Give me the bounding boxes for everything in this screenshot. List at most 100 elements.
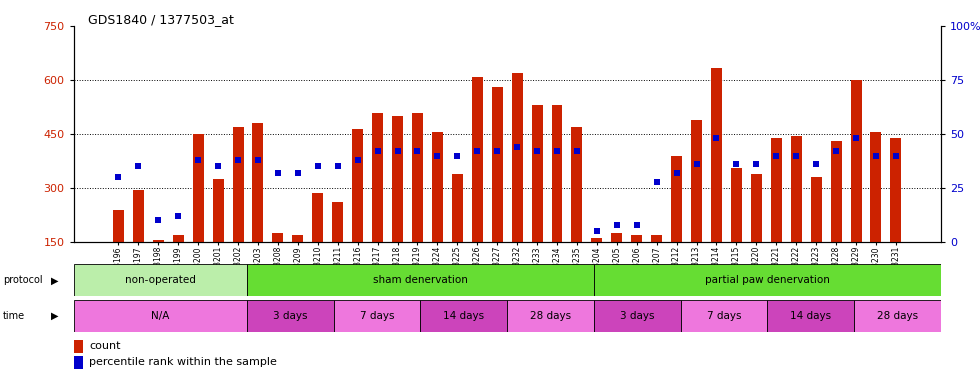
Text: time: time xyxy=(3,311,25,321)
Bar xyxy=(691,120,702,242)
Text: 14 days: 14 days xyxy=(443,311,484,321)
Point xyxy=(808,161,824,167)
Text: ▶: ▶ xyxy=(51,275,59,285)
Point xyxy=(848,135,863,141)
Bar xyxy=(671,156,682,242)
Bar xyxy=(771,138,782,242)
Text: ▶: ▶ xyxy=(51,311,59,321)
Point xyxy=(211,164,226,170)
Text: partial paw denervation: partial paw denervation xyxy=(705,275,830,285)
Bar xyxy=(651,235,662,242)
Bar xyxy=(74,264,247,296)
Point xyxy=(350,157,366,163)
Text: N/A: N/A xyxy=(151,311,170,321)
Point xyxy=(270,170,286,176)
Bar xyxy=(594,264,941,296)
Bar xyxy=(851,80,861,242)
Bar xyxy=(420,300,508,332)
Text: protocol: protocol xyxy=(3,275,42,285)
Point xyxy=(489,148,505,154)
Point xyxy=(410,148,425,154)
Bar xyxy=(332,202,343,242)
Point xyxy=(130,164,146,170)
Bar xyxy=(232,127,243,242)
Bar xyxy=(247,300,333,332)
Bar xyxy=(711,68,722,242)
Bar xyxy=(612,233,622,242)
Text: 28 days: 28 days xyxy=(530,311,571,321)
Point xyxy=(569,148,585,154)
Point xyxy=(429,153,445,159)
Bar xyxy=(810,177,821,242)
Point xyxy=(668,170,684,176)
Bar xyxy=(352,129,364,242)
Bar xyxy=(508,300,594,332)
Text: 28 days: 28 days xyxy=(877,311,918,321)
Point xyxy=(250,157,266,163)
Point xyxy=(151,217,167,223)
Point xyxy=(828,148,844,154)
Bar xyxy=(272,233,283,242)
Point xyxy=(749,161,764,167)
Bar xyxy=(193,134,204,242)
Text: 14 days: 14 days xyxy=(790,311,831,321)
Point xyxy=(589,228,605,234)
Point xyxy=(768,153,784,159)
Text: 3 days: 3 days xyxy=(620,311,655,321)
Point xyxy=(230,157,246,163)
Text: percentile rank within the sample: percentile rank within the sample xyxy=(89,357,277,368)
Text: non-operated: non-operated xyxy=(124,275,196,285)
Point xyxy=(510,144,525,150)
Bar xyxy=(292,235,303,242)
Bar xyxy=(571,127,582,242)
Bar xyxy=(253,123,264,242)
Bar xyxy=(552,105,563,242)
Point xyxy=(450,153,465,159)
Bar xyxy=(247,264,594,296)
Bar xyxy=(333,300,420,332)
Point xyxy=(390,148,406,154)
Point xyxy=(549,148,564,154)
Point xyxy=(469,148,485,154)
Bar xyxy=(594,300,680,332)
Bar xyxy=(392,116,403,242)
Bar xyxy=(313,194,323,242)
Point xyxy=(190,157,206,163)
Bar xyxy=(471,76,483,242)
Point xyxy=(111,174,126,180)
Bar xyxy=(432,132,443,242)
Bar xyxy=(855,300,941,332)
Bar xyxy=(891,138,902,242)
Bar xyxy=(133,190,144,242)
Point xyxy=(310,164,325,170)
Point xyxy=(689,161,705,167)
Bar xyxy=(113,210,123,242)
Bar xyxy=(591,238,603,242)
Point xyxy=(868,153,884,159)
Bar xyxy=(74,300,247,332)
Text: count: count xyxy=(89,341,121,351)
Text: 7 days: 7 days xyxy=(707,311,741,321)
Bar xyxy=(631,235,642,242)
Bar xyxy=(831,141,842,242)
Bar xyxy=(452,174,463,242)
Bar xyxy=(870,132,881,242)
Bar xyxy=(751,174,761,242)
Bar xyxy=(172,235,183,242)
Point xyxy=(728,161,744,167)
Bar xyxy=(531,105,543,242)
Point xyxy=(888,153,904,159)
Bar xyxy=(680,300,767,332)
Bar xyxy=(153,240,164,242)
Text: 7 days: 7 days xyxy=(360,311,394,321)
Bar xyxy=(767,300,855,332)
Text: sham denervation: sham denervation xyxy=(373,275,467,285)
Bar xyxy=(512,73,522,242)
Text: GDS1840 / 1377503_at: GDS1840 / 1377503_at xyxy=(88,13,234,26)
Bar xyxy=(213,179,223,242)
Bar xyxy=(74,340,83,352)
Bar xyxy=(412,112,423,242)
Text: 3 days: 3 days xyxy=(273,311,308,321)
Bar xyxy=(492,87,503,242)
Point xyxy=(709,135,724,141)
